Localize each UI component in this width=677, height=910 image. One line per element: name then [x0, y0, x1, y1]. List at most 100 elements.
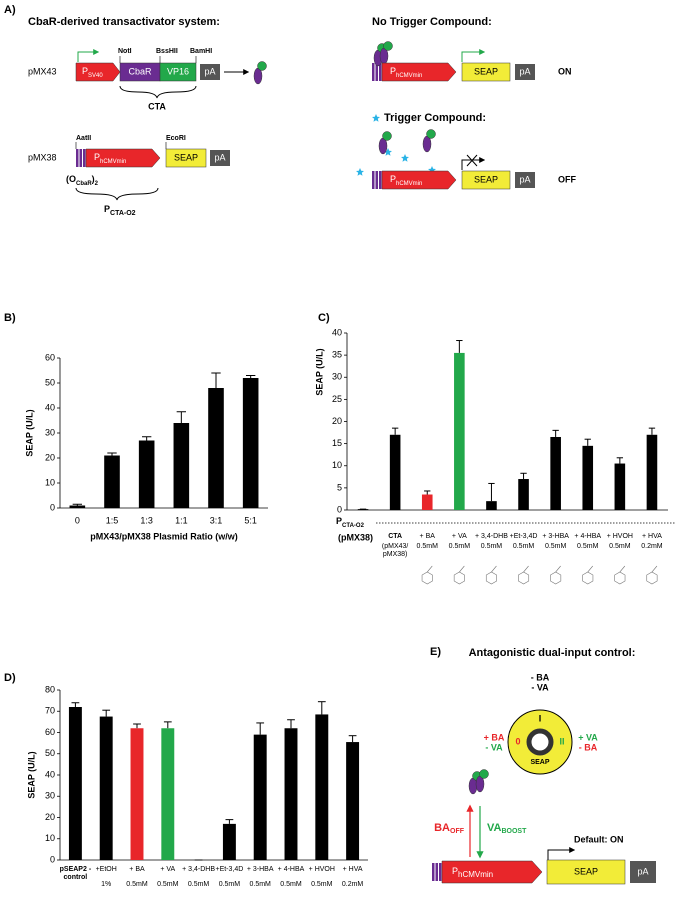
bar	[69, 505, 86, 508]
structure	[427, 565, 433, 573]
y-tick-label: 0	[50, 502, 55, 512]
text: SV40	[88, 73, 103, 79]
label-box: 0.5mM	[417, 543, 438, 550]
text: CbaR	[76, 181, 92, 187]
y-tick-label: 10	[45, 833, 55, 843]
y-axis-title: SEAP (U/L)	[24, 409, 34, 456]
bar	[173, 423, 190, 508]
label-box: 0.5mM	[157, 881, 179, 888]
operator-label: (OCbaR)2	[66, 174, 99, 186]
site-label: BamHI	[190, 48, 212, 55]
label-box: + VA	[452, 533, 467, 540]
panel-label: E)	[430, 646, 441, 658]
x-tick-label: + 4-HBA	[574, 533, 602, 540]
label-box: + 3,4-DHB	[182, 866, 216, 873]
state-label: ON	[558, 66, 572, 76]
bar	[454, 352, 465, 510]
y-tick-label: 0	[337, 504, 342, 514]
label-box: 0.5mM	[219, 881, 240, 888]
protein-icon	[253, 61, 267, 85]
compound-icon	[372, 114, 380, 122]
label-box: + VA	[160, 866, 175, 873]
text: hCMVmin	[396, 73, 422, 79]
bar	[208, 388, 224, 508]
bar	[99, 716, 113, 860]
x-tick-label: 0.5mM	[448, 543, 471, 550]
panel-label: D)	[4, 672, 16, 684]
cross	[466, 154, 478, 167]
operator-icon	[432, 863, 442, 881]
promoter-label: PhCMVmin	[452, 866, 493, 879]
bar	[518, 479, 529, 510]
x-tick-label: 0.5mM	[280, 881, 302, 888]
y-tick-label: 60	[45, 727, 55, 737]
default-label: Default: ON	[574, 834, 624, 844]
label-box: +Et-3,4D	[510, 533, 538, 540]
x-tick-label: 0.5mM	[544, 543, 567, 550]
label-box: 1%	[101, 881, 111, 888]
structure	[582, 571, 594, 585]
bar	[130, 728, 144, 860]
bar	[138, 440, 155, 508]
x-tick-label: 0.5mM	[311, 881, 333, 888]
x-tick-label: 1:1	[175, 515, 188, 525]
text: BA	[434, 822, 450, 834]
panel-label: C)	[318, 312, 330, 324]
compound-icon	[356, 168, 364, 176]
site-label: NotI	[118, 48, 132, 55]
structure	[459, 565, 465, 573]
brace	[119, 85, 197, 99]
x-tick-label: + 3,4-DHB	[182, 866, 216, 873]
promoter-label: PhCMVmin	[390, 174, 422, 186]
x-tick-label: + HVOH	[308, 866, 335, 873]
structure	[550, 571, 562, 585]
y-tick-label: 10	[45, 477, 55, 487]
text: CTA-O2	[342, 523, 365, 529]
row-sublabel: (pMX38)	[338, 532, 373, 542]
x-tick-label: + HVOH	[606, 533, 633, 540]
pa-label: pA	[637, 866, 648, 876]
bar	[357, 509, 369, 510]
y-tick-label: 35	[332, 350, 342, 360]
y-tick-label: 40	[332, 327, 342, 337]
text: hCMVmin	[396, 181, 422, 187]
bar	[161, 728, 175, 860]
y-tick-label: 25	[332, 394, 342, 404]
x-tick-label: 0.5mM	[157, 881, 179, 888]
protein-icon	[378, 131, 392, 155]
x-tick-label: + BA	[419, 533, 435, 540]
label-box: 0.5mM	[544, 543, 567, 550]
text: VA	[487, 822, 502, 834]
bar	[486, 501, 497, 510]
plasmid-name: pMX38	[28, 152, 57, 162]
x-tick-label: +Et-3,4D	[215, 866, 244, 873]
structure	[646, 571, 658, 585]
x-tick-label: 0.5mM	[577, 543, 599, 550]
label-box: 0.5mM	[513, 543, 534, 550]
x-tick-label: + 3-HBA	[542, 533, 569, 540]
text: P	[336, 516, 342, 526]
pa-box	[210, 150, 230, 166]
panel-label: B)	[4, 312, 16, 324]
x-tick-label: + HVA	[342, 866, 363, 873]
structure	[485, 571, 497, 585]
gene-label: SEAP	[574, 866, 598, 876]
bar	[646, 434, 658, 510]
y-tick-label: 80	[45, 684, 55, 694]
site-label: AatII	[76, 135, 91, 142]
label-box: 0.2mM	[641, 543, 662, 550]
y-tick-label: 70	[45, 706, 55, 716]
gene-label: SEAP	[474, 66, 498, 76]
label-box: + HVA	[342, 866, 363, 873]
promoter-label: PhCMVmin	[94, 152, 126, 164]
gene-label: SEAP	[474, 174, 498, 184]
label-box: 0.5mM	[188, 881, 209, 888]
structure	[587, 565, 593, 573]
y-tick-label: 0	[50, 854, 55, 864]
text: CTA-O2	[110, 210, 136, 217]
x-tick-label: pSEAP2 -control	[59, 866, 92, 881]
gene-box	[165, 148, 207, 168]
label-box: 0.5mM	[448, 543, 471, 550]
bar	[242, 378, 259, 508]
